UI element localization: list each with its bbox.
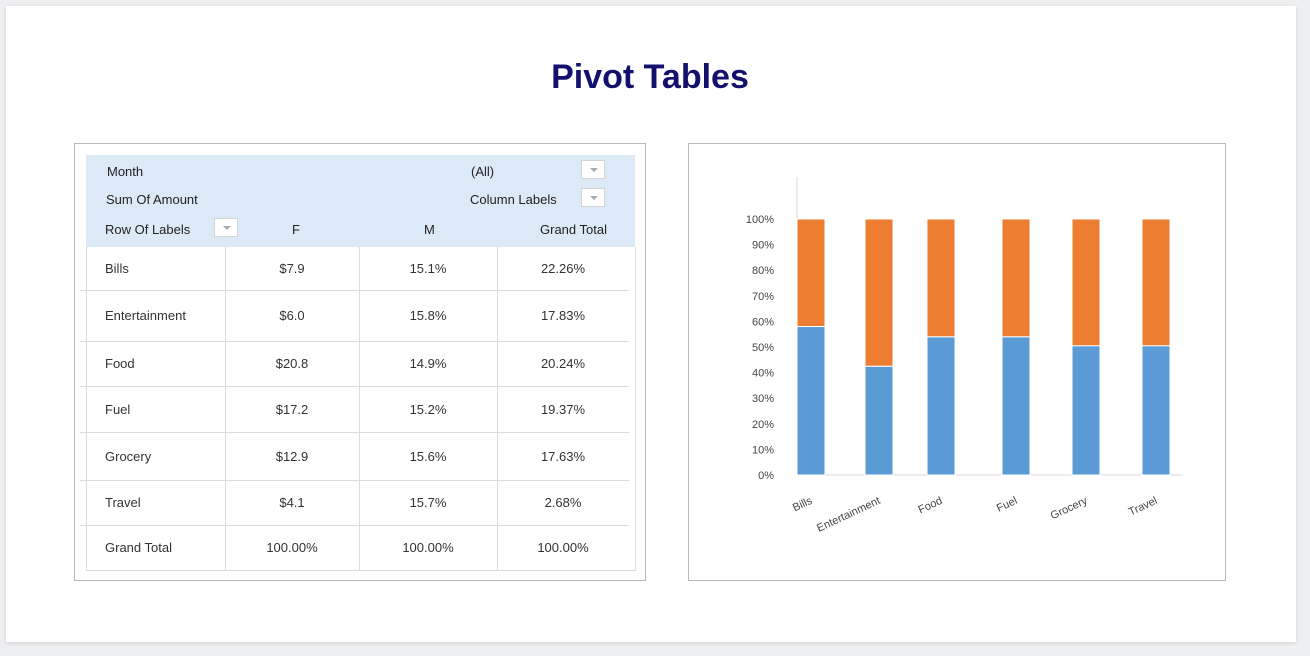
cell-m: 15.2% [409, 401, 447, 417]
page-title: Pivot Tables [551, 58, 749, 96]
y-tick-label: 90% [752, 240, 774, 252]
table-row: Food $20.8 14.9% 20.24% [80, 341, 629, 386]
table-row: Bills $7.9 15.1% 22.26% [80, 247, 629, 290]
bar-segment [796, 218, 826, 328]
column-divider [359, 247, 360, 571]
column-labels-header: Column Labels [470, 192, 557, 207]
cell-m: 15.8% [409, 308, 447, 323]
filter-label: Month [107, 164, 144, 179]
bar-segment [1001, 218, 1031, 338]
table-row: Entertainment $6.0 15.8% 17.83% [80, 290, 629, 341]
row-label: Fuel [105, 401, 131, 417]
column-labels-dropdown-button[interactable] [581, 188, 605, 207]
bar-segment [926, 218, 956, 338]
cell-m: 15.1% [409, 261, 447, 276]
bar-segment [1001, 336, 1031, 476]
y-tick-label: 0% [758, 470, 774, 482]
x-tick-label: Fuel [995, 495, 1019, 515]
row-divider [80, 432, 629, 433]
cell-grand-total: 22.26% [540, 261, 586, 276]
bar-segment [864, 218, 894, 367]
cell-f: $17.2 [275, 401, 309, 417]
bar-segment [926, 336, 956, 476]
x-tick-label: Food [916, 495, 944, 516]
table-row: Grocery $12.9 15.6% 17.63% [80, 432, 629, 480]
table-row: Travel $4.1 15.7% 2.68% [80, 480, 629, 525]
y-tick-label: 80% [752, 265, 774, 277]
row-label: Grocery [105, 448, 152, 464]
row-labels-header: Row Of Labels [105, 222, 191, 237]
table-bottom-border [86, 570, 635, 571]
row-divider [80, 480, 629, 481]
y-tick-label: 20% [752, 419, 774, 431]
row-labels-dropdown-button[interactable] [214, 218, 238, 237]
chart-panel: 0% 10% 20% 30% 40% 50% 60% 70% 80% 90% 100% Bills En… [688, 143, 1226, 581]
cell-m: 100.00% [402, 540, 454, 555]
cell-m: 14.9% [409, 356, 447, 371]
row-label: Bills [105, 261, 129, 276]
bar-segment [1071, 345, 1101, 476]
x-tick-label: Bills [791, 495, 815, 515]
x-tick-label: Grocery [1049, 495, 1090, 523]
column-header-f: F [292, 222, 300, 237]
cell-grand-total: 100.00% [537, 540, 589, 555]
cell-f: $20.8 [275, 356, 309, 371]
column-divider [497, 247, 498, 571]
y-tick-label: 60% [752, 316, 774, 328]
row-label: Travel [105, 495, 141, 510]
y-tick-label: 100% [746, 214, 774, 226]
cell-f: 100.00% [266, 540, 318, 555]
cell-m: 15.7% [409, 495, 447, 510]
y-tick-label: 30% [752, 393, 774, 405]
cell-f: $4.1 [279, 495, 305, 510]
cell-grand-total: 17.63% [540, 448, 586, 464]
cell-m: 15.6% [409, 448, 447, 464]
table-row: Fuel $17.2 15.2% 19.37% [80, 386, 629, 432]
cell-grand-total: 17.83% [540, 308, 586, 323]
bar-segment [1071, 218, 1101, 347]
table-right-border [635, 247, 636, 571]
y-tick-label: 70% [752, 291, 774, 303]
table-row-grand-total: Grand Total 100.00% 100.00% 100.00% [80, 525, 629, 570]
y-tick-label: 50% [752, 342, 774, 354]
bar-segment [1141, 345, 1171, 476]
cell-f: $6.0 [279, 308, 305, 323]
cell-f: $7.9 [279, 261, 305, 276]
cell-grand-total: 20.24% [540, 356, 586, 371]
row-divider [80, 525, 629, 526]
bar-segment [1141, 218, 1171, 347]
stacked-bar-chart: 0% 10% 20% 30% 40% 50% 60% 70% 80% 90% 100% Bills En… [746, 177, 1183, 535]
bar-segment [796, 326, 826, 476]
value-label: Sum Of Amount [106, 192, 198, 207]
bar-segment [864, 365, 894, 476]
x-tick-label: Entertainment [815, 495, 882, 535]
table-left-border [86, 247, 87, 571]
column-header-grand-total: Grand Total [540, 222, 607, 237]
y-tick-label: 10% [752, 444, 774, 456]
filter-dropdown-button[interactable] [581, 160, 605, 179]
filter-value: (All) [471, 164, 495, 179]
y-tick-label: 40% [752, 368, 774, 380]
cell-grand-total: 19.37% [540, 401, 586, 417]
row-divider [80, 341, 629, 342]
row-divider [80, 386, 629, 387]
pivot-table: Month (All) Sum Of Amount Column Labels … [74, 143, 646, 581]
cell-f: $12.9 [275, 448, 309, 464]
pivot-header: Month (All) Sum Of Amount Column Labels … [86, 155, 635, 247]
row-divider [80, 290, 629, 291]
row-label: Food [105, 356, 135, 371]
row-label: Grand Total [105, 540, 172, 555]
cell-grand-total: 2.68% [544, 495, 582, 510]
column-divider [225, 247, 226, 571]
column-header-m: M [424, 222, 435, 237]
row-label: Entertainment [105, 308, 186, 323]
x-tick-label: Travel [1127, 495, 1159, 519]
